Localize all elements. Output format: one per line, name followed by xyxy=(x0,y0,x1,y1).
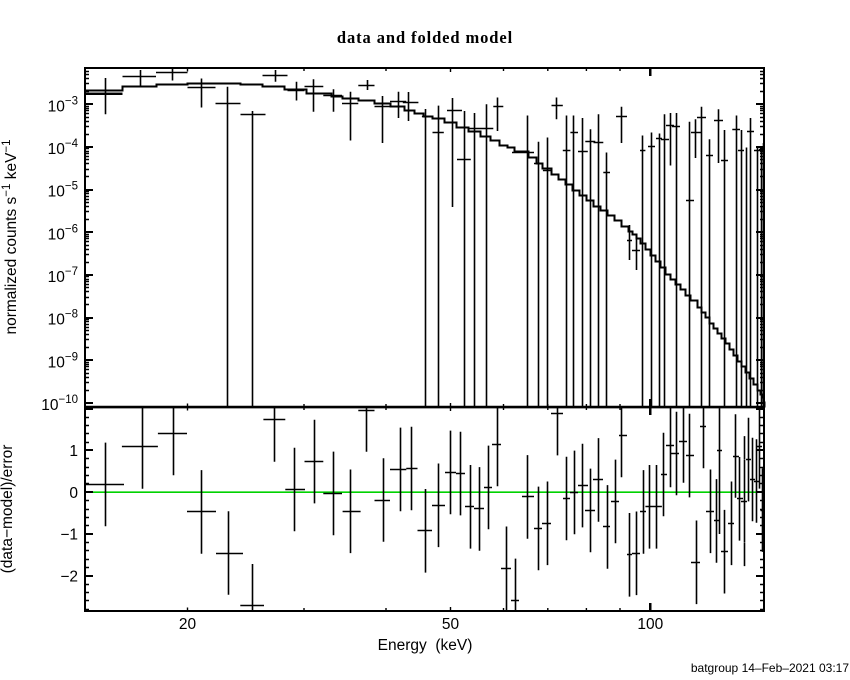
svg-text:(data−model)/error: (data−model)/error xyxy=(0,445,16,574)
svg-text:50: 50 xyxy=(442,616,460,633)
svg-text:20: 20 xyxy=(179,616,197,633)
svg-text:0: 0 xyxy=(69,485,78,502)
svg-text:−1: −1 xyxy=(60,527,78,544)
svg-text:data and folded model: data and folded model xyxy=(337,28,513,47)
svg-text:100: 100 xyxy=(637,616,663,633)
svg-text:−2: −2 xyxy=(60,568,78,585)
svg-text:normalized counts s−1 keV−1: normalized counts s−1 keV−1 xyxy=(1,139,20,334)
svg-text:1: 1 xyxy=(69,443,78,460)
svg-text:batgroup 14–Feb–2021 03:17: batgroup 14–Feb–2021 03:17 xyxy=(691,661,849,675)
svg-text:Energy (keV): Energy (keV) xyxy=(378,637,473,654)
